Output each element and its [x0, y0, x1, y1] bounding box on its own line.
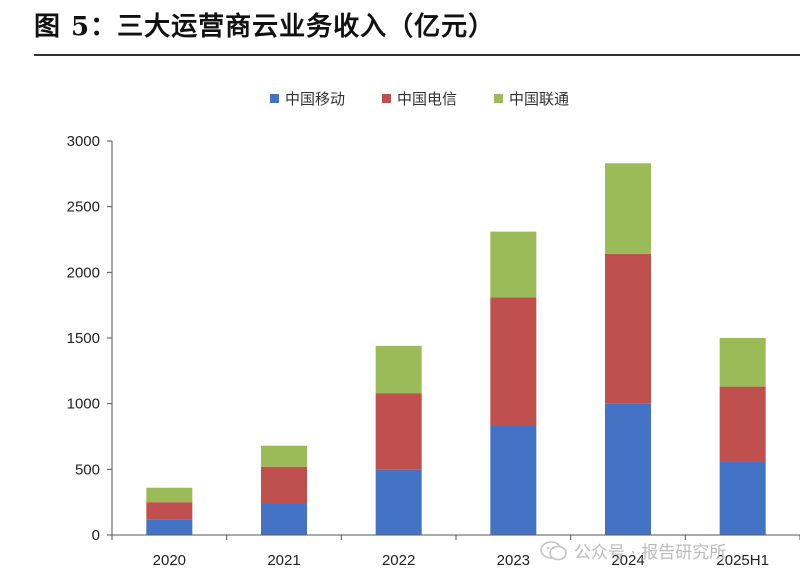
bar-segment	[490, 425, 537, 535]
title-divider	[34, 54, 800, 56]
legend: 中国移动 中国电信 中国联通	[270, 90, 569, 108]
bar-segment	[719, 338, 766, 387]
bar-segment	[261, 466, 307, 504]
y-tick-label: 500	[75, 461, 100, 478]
bar-segment	[146, 519, 193, 535]
bar-segment	[490, 297, 537, 426]
legend-label-1: 中国移动	[285, 90, 345, 108]
bar-segment	[146, 487, 193, 503]
bar-segment	[375, 393, 422, 470]
bar-segment	[261, 503, 307, 535]
bar-segment	[605, 253, 651, 404]
x-tick-label: 2025H1	[716, 552, 769, 569]
y-tick-label: 2000	[67, 264, 100, 281]
bars	[146, 163, 766, 535]
bar-segment	[719, 386, 766, 462]
wechat-icon	[540, 540, 568, 562]
y-tick-label: 2500	[67, 199, 100, 216]
y-tick-label: 3000	[67, 133, 100, 150]
y-tick-label: 1000	[67, 396, 100, 413]
x-tick-label: 2020	[153, 552, 186, 569]
chart-title: 图 5：三大运营商云业务收入（亿元）	[34, 12, 496, 42]
y-tick-label: 0	[92, 527, 100, 544]
bar-segment	[605, 403, 651, 535]
legend-swatch-3	[494, 94, 503, 103]
y-tick-label: 1500	[67, 330, 100, 347]
legend-label-3: 中国联通	[509, 90, 569, 108]
x-tick-label: 2024	[611, 552, 644, 569]
x-tick-label: 2022	[382, 552, 415, 569]
bar-segment	[261, 445, 307, 467]
x-tick-label: 2023	[497, 552, 530, 569]
bar-segment	[375, 469, 422, 535]
bar-segment	[375, 345, 422, 394]
bar-segment	[719, 461, 766, 535]
legend-label-2: 中国电信	[397, 90, 457, 108]
y-axis: 0 500 1000 1500 2000 2500 3000	[67, 133, 113, 544]
x-axis: 2020 2021 2022 2023 2024 2025H1	[111, 534, 800, 569]
bar-segment	[605, 163, 651, 254]
bar-segment	[490, 231, 537, 298]
watermark: 公众号 · 报告研究所	[540, 538, 726, 563]
x-tick-label: 2021	[267, 552, 300, 569]
watermark-text: 公众号 · 报告研究所	[574, 543, 727, 563]
bar-segment	[146, 502, 193, 520]
legend-swatch-2	[382, 94, 391, 103]
legend-swatch-1	[270, 94, 279, 103]
